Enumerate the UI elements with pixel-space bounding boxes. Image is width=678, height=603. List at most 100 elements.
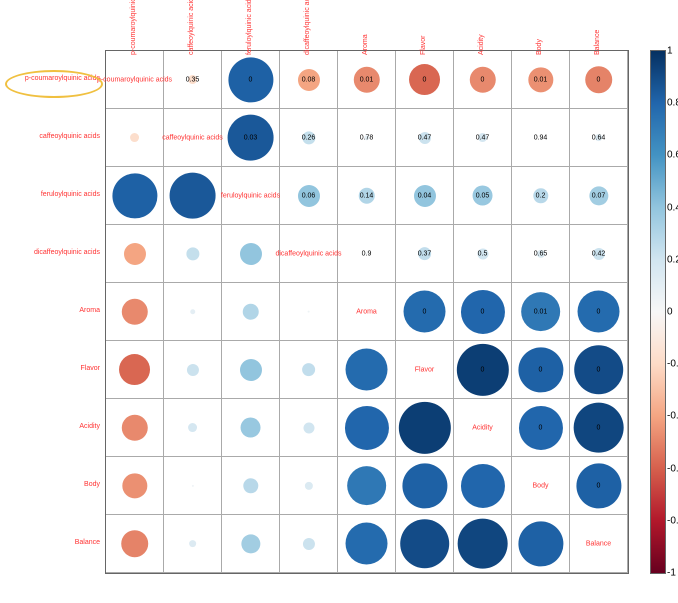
- colorbar-tick: -0.8: [667, 515, 678, 526]
- corr-circle: [243, 478, 258, 493]
- matrix-cell: [280, 457, 338, 515]
- corr-circle: [302, 537, 314, 549]
- matrix-cell: 0: [512, 399, 570, 457]
- matrix-cell: [164, 167, 222, 225]
- corr-circle: [409, 64, 441, 96]
- matrix-cell: [338, 457, 396, 515]
- corr-circle: [188, 423, 198, 433]
- corr-circle: [518, 405, 562, 449]
- colorbar-tick: 0.2: [667, 254, 678, 265]
- matrix-cell: feruloylquinic acids: [222, 167, 280, 225]
- corr-circle: [228, 57, 273, 102]
- matrix-cell: 0.94: [512, 109, 570, 167]
- corr-circle: [186, 247, 199, 260]
- diagonal-label: Balance: [586, 540, 611, 547]
- corr-circle: [112, 173, 157, 218]
- corr-circle: [345, 522, 388, 565]
- corr-circle: [123, 242, 145, 264]
- colorbar-tick: 0: [667, 307, 673, 318]
- matrix-cell: [106, 109, 164, 167]
- matrix-cell: 0.01: [512, 51, 570, 109]
- matrix-cell: Flavor: [396, 341, 454, 399]
- matrix-cell: [454, 457, 512, 515]
- matrix-cell: [106, 515, 164, 573]
- matrix-cell: [164, 457, 222, 515]
- matrix-cell: [106, 399, 164, 457]
- corr-circle: [297, 68, 319, 90]
- matrix-cell: [164, 225, 222, 283]
- diagonal-label: caffeoylquinic acids: [162, 134, 223, 141]
- colorbar-tick: 0.4: [667, 202, 678, 213]
- matrix-cell: 0.35: [164, 51, 222, 109]
- column-label: Acidity: [478, 34, 485, 55]
- matrix-cell: 0.5: [454, 225, 512, 283]
- row-label: Aroma: [10, 307, 100, 314]
- matrix-cell: 0: [396, 51, 454, 109]
- matrix-cell: Body: [512, 457, 570, 515]
- corr-circle: [121, 414, 147, 440]
- colorbar-tick: -0.6: [667, 463, 678, 474]
- matrix-cell: 0.08: [280, 51, 338, 109]
- corr-circle: [297, 184, 319, 206]
- matrix-cell: [280, 399, 338, 457]
- corr-circle: [344, 405, 388, 449]
- corr-circle: [121, 530, 149, 558]
- matrix-cell: 0.47: [396, 109, 454, 167]
- corr-circle: [307, 310, 310, 313]
- row-label: Acidity: [10, 423, 100, 430]
- matrix-cell: 0.78: [338, 109, 396, 167]
- matrix-cell: 0.03: [222, 109, 280, 167]
- corr-circle: [239, 358, 261, 380]
- matrix-cell: Aroma: [338, 283, 396, 341]
- matrix-cell: [164, 399, 222, 457]
- corr-circle: [302, 363, 316, 377]
- matrix-cell: [106, 457, 164, 515]
- matrix-cell: [512, 515, 570, 573]
- colorbar-tick: -0.2: [667, 359, 678, 370]
- corr-circle: [364, 135, 370, 141]
- corr-circle: [240, 417, 261, 438]
- row-label: Balance: [10, 539, 100, 546]
- corr-circle: [130, 133, 140, 143]
- matrix-cell: 0.05: [454, 167, 512, 225]
- corr-circle: [577, 290, 620, 333]
- correlation-chart: p-coumaroylquinic acids0.3500.080.01000.…: [10, 10, 678, 593]
- matrix-cell: [396, 457, 454, 515]
- corr-circle: [347, 466, 387, 506]
- matrix-cell: [338, 341, 396, 399]
- diagonal-label: Aroma: [356, 308, 377, 315]
- corr-circle: [595, 134, 603, 142]
- matrix-cell: 0.01: [512, 283, 570, 341]
- corr-circle: [592, 247, 604, 259]
- matrix-cell: caffeoylquinic acids: [164, 109, 222, 167]
- corr-circle: [518, 521, 563, 566]
- matrix-cell: [338, 399, 396, 457]
- corr-circle: [190, 309, 196, 315]
- corr-circle: [536, 249, 544, 257]
- column-label: p-coumaroylquinic acids: [130, 0, 137, 55]
- corr-circle: [353, 66, 379, 92]
- colorbar-tick: 0.8: [667, 98, 678, 109]
- matrix-grid: p-coumaroylquinic acids0.3500.080.01000.…: [105, 50, 629, 574]
- matrix-cell: 0: [512, 341, 570, 399]
- matrix-cell: 0: [570, 341, 628, 399]
- colorbar-tick: 1: [667, 46, 673, 57]
- matrix-cell: [106, 167, 164, 225]
- matrix-cell: 0.26: [280, 109, 338, 167]
- diagonal-label: dicaffeoylquinic acids: [275, 250, 341, 257]
- matrix-cell: [222, 341, 280, 399]
- matrix-cell: 0.07: [570, 167, 628, 225]
- corr-circle: [478, 133, 488, 143]
- matrix-cell: 0.65: [512, 225, 570, 283]
- matrix-cell: 0: [570, 283, 628, 341]
- corr-circle: [227, 114, 274, 161]
- matrix-cell: dicaffeoylquinic acids: [280, 225, 338, 283]
- corr-circle: [460, 463, 504, 507]
- corr-circle: [119, 354, 151, 386]
- corr-circle: [191, 484, 193, 486]
- corr-circle: [169, 172, 216, 219]
- corr-circle: [413, 184, 435, 206]
- matrix-cell: p-coumaroylquinic acids: [106, 51, 164, 109]
- matrix-cell: [106, 341, 164, 399]
- matrix-cell: 0: [396, 283, 454, 341]
